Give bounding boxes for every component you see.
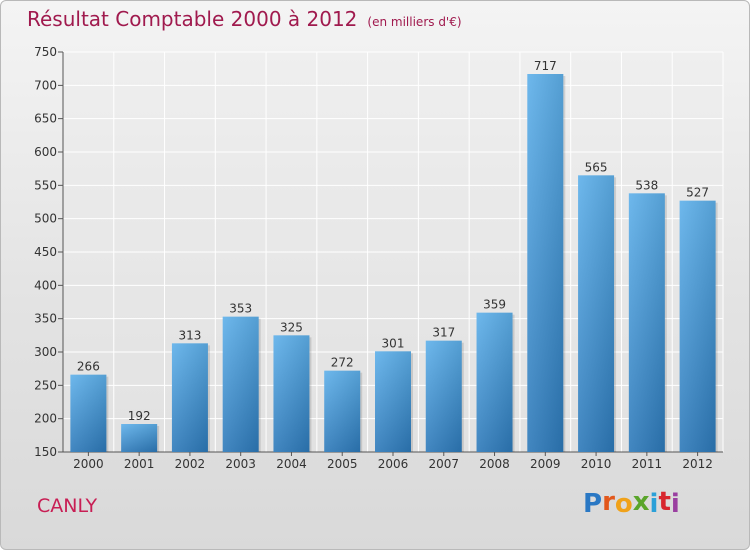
x-tick-label: 2008 (479, 457, 510, 471)
y-tick-label: 500 (34, 212, 57, 226)
bars (70, 74, 718, 453)
y-tick-label: 450 (34, 245, 57, 259)
bar-highlight (679, 200, 716, 452)
y-tick-label: 350 (34, 312, 57, 326)
data-labels: 266 192 313 353 325 272 301 317 359 717 565 538 527 (77, 59, 709, 423)
logo-letter: i (649, 489, 659, 519)
y-tick-label: 700 (34, 78, 57, 92)
data-label: 192 (128, 409, 151, 423)
x-tick-label: 2004 (276, 457, 307, 471)
bar-highlight (527, 74, 564, 452)
proxiti-logo: Proxiti (583, 487, 680, 519)
commune-name: CANLY (37, 495, 98, 517)
data-label: 565 (585, 160, 608, 174)
logo-letter: x (632, 487, 650, 517)
y-tick-label: 250 (34, 378, 57, 392)
x-tick-label: 2011 (632, 457, 663, 471)
data-label: 272 (331, 356, 354, 370)
logo-letter: P (583, 489, 603, 519)
y-tick-label: 600 (34, 145, 57, 159)
logo-letter: t (658, 487, 671, 517)
bar-highlight (324, 370, 361, 452)
data-label: 527 (686, 186, 709, 200)
bar-highlight (222, 316, 259, 452)
bar-highlight (425, 340, 462, 452)
chart-subtitle: (en milliers d'€) (367, 15, 462, 29)
y-tick-label: 300 (34, 345, 57, 359)
data-label: 317 (432, 326, 455, 340)
x-tick-label: 2005 (327, 457, 358, 471)
x-tick-label: 2001 (124, 457, 155, 471)
y-tick-label: 150 (34, 445, 57, 459)
chart-title-text: Résultat Comptable 2000 à 2012 (27, 7, 358, 31)
x-tick-label: 2003 (225, 457, 256, 471)
x-tick-label: 2007 (428, 457, 459, 471)
logo-letter: r (602, 487, 615, 517)
y-tick-label: 550 (34, 178, 57, 192)
data-label: 717 (534, 59, 557, 73)
data-label: 301 (382, 336, 405, 350)
y-tick-label: 200 (34, 412, 57, 426)
x-tick-label: 2010 (581, 457, 612, 471)
data-label: 353 (229, 302, 252, 316)
data-label: 359 (483, 298, 506, 312)
bar-highlight (273, 335, 310, 452)
data-label: 325 (280, 320, 303, 334)
bar-highlight (628, 193, 665, 453)
y-tick-label: 650 (34, 112, 57, 126)
bar-highlight (121, 424, 158, 452)
data-label: 266 (77, 360, 100, 374)
logo-letter: i (670, 489, 680, 519)
x-tick-label: 2012 (682, 457, 713, 471)
chart-title: Résultat Comptable 2000 à 2012 (en millie… (27, 7, 462, 31)
bar-highlight (171, 343, 208, 452)
x-tick-label: 2002 (175, 457, 206, 471)
x-tick-label: 2006 (378, 457, 409, 471)
y-tick-label: 750 (34, 45, 57, 59)
bar-highlight (375, 351, 411, 452)
axes: 150 200 250 300 350 400 450 500 550 600 650 700 750 2… (34, 45, 723, 471)
bar-highlight (578, 175, 615, 453)
bar-highlight (70, 374, 107, 452)
x-tick-label: 2000 (73, 457, 104, 471)
bar-highlight (476, 312, 513, 452)
data-label: 313 (178, 328, 201, 342)
data-label: 538 (635, 178, 658, 192)
y-tick-label: 400 (34, 278, 57, 292)
logo-letter: o (614, 489, 633, 519)
x-tick-label: 2009 (530, 457, 561, 471)
